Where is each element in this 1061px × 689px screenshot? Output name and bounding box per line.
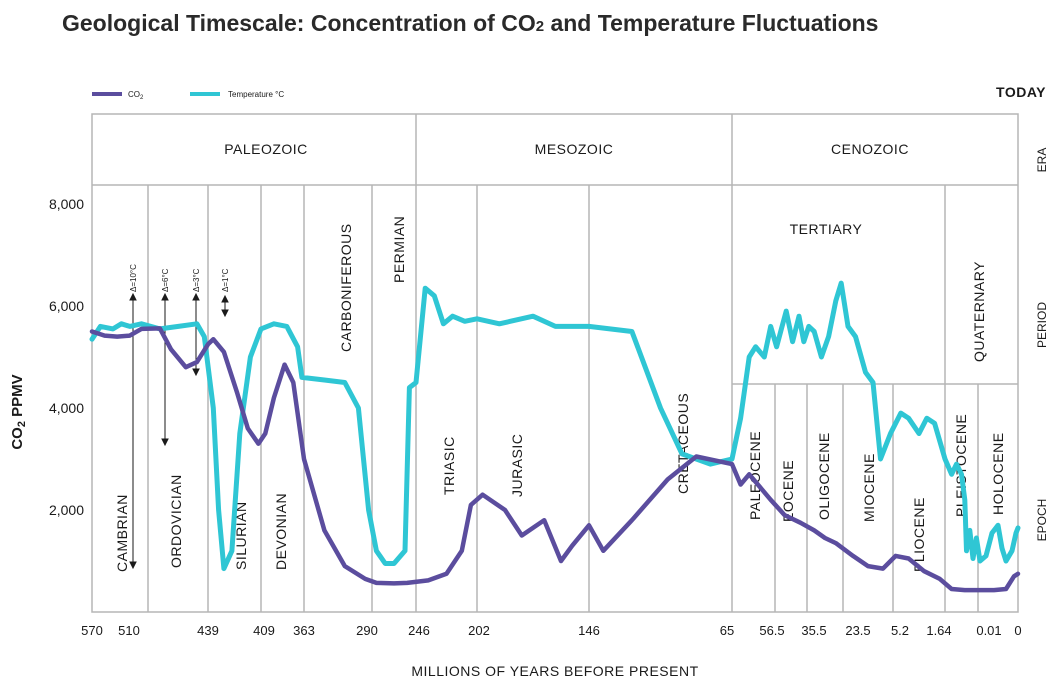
period-label-quaternary: QUATERNARY — [971, 261, 987, 362]
y-tick-label: 4,000 — [49, 400, 84, 416]
period-label-devonian: DEVONIAN — [273, 493, 289, 570]
plot-frame — [91, 113, 1019, 613]
arrow-up-icon — [161, 292, 169, 301]
series-line-co2 — [89, 326, 1021, 593]
period-label-jurasic: JURASIC — [509, 434, 525, 497]
side-label-period: PERIOD — [1035, 302, 1049, 348]
x-tick-label: 65 — [720, 623, 734, 638]
arrow-up-icon — [192, 292, 200, 301]
x-tick-label: 5.2 — [891, 623, 909, 638]
x-tick-label: 202 — [468, 623, 490, 638]
delta-label: Δ=10°C — [129, 264, 138, 292]
x-tick-label: 23.5 — [845, 623, 870, 638]
arrow-down-icon — [129, 561, 137, 570]
period-label-triasic: TRIASIC — [441, 436, 457, 495]
period-label-ordovician: ORDOVICIAN — [168, 474, 184, 568]
arrow-down-icon — [221, 309, 229, 318]
period-label-permian: PERMIAN — [391, 216, 407, 283]
x-tick-label: 570 — [81, 623, 103, 638]
x-tick-label: 56.5 — [759, 623, 784, 638]
epoch-label-oligocene: OLIGOCENE — [816, 432, 832, 520]
delta-label: Δ=1°C — [221, 268, 230, 292]
x-tick-label: 246 — [408, 623, 430, 638]
legend-label-co2: CO2 — [128, 90, 144, 101]
x-tick-label: 0.01 — [976, 623, 1001, 638]
period-label-tertiary: TERTIARY — [790, 221, 863, 237]
side-label-epoch: EPOCH — [1035, 499, 1049, 542]
chart-title: Geological Timescale: Concentration of C… — [62, 10, 878, 36]
legend: CO2 Temperature °C — [92, 90, 284, 101]
today-label: TODAY — [996, 84, 1046, 100]
epoch-label-eocene: EOCENE — [780, 460, 796, 522]
side-label-era: ERA — [1035, 148, 1049, 173]
x-tick-label: 409 — [253, 623, 275, 638]
delta-label: Δ=3°C — [192, 268, 201, 292]
y-axis-title: CO2 PPMV — [9, 374, 28, 449]
x-tick-label: 439 — [197, 623, 219, 638]
y-tick-label: 8,000 — [49, 196, 84, 212]
era-label-mesozoic: MESOZOIC — [535, 141, 614, 157]
period-label-carboniferous: CARBONIFEROUS — [338, 223, 354, 352]
y-tick-label: 6,000 — [49, 298, 84, 314]
x-axis-title: MILLIONS OF YEARS BEFORE PRESENT — [411, 663, 698, 679]
arrow-down-icon — [161, 438, 169, 447]
x-tick-label: 510 — [118, 623, 140, 638]
legend-label-temperature: Temperature °C — [228, 90, 284, 99]
y-ticks: 2,000 4,000 6,000 8,000 — [49, 196, 84, 518]
period-label-silurian: SILURIAN — [233, 501, 249, 570]
epoch-label-paleocene: PALEOCENE — [747, 431, 763, 520]
delta-label: Δ=6°C — [161, 268, 170, 292]
x-tick-label: 290 — [356, 623, 378, 638]
x-tick-label: 1.64 — [926, 623, 951, 638]
series-layer — [89, 280, 1021, 593]
era-label-cenozoic: CENOZOIC — [831, 141, 909, 157]
x-ticks: 570 510 439 409 363 290 246 202 146 65 56.5 35.5 23.… — [81, 623, 1021, 638]
x-tick-label: 363 — [293, 623, 315, 638]
epoch-label-holocene: HOLOCENE — [990, 432, 1006, 515]
epoch-label-pliocene: PLIOCENE — [911, 497, 927, 572]
period-label-cambrian: CAMBRIAN — [114, 494, 130, 572]
arrow-up-icon — [221, 294, 229, 303]
x-tick-label: 0 — [1014, 623, 1021, 638]
epoch-label-miocene: MIOCENE — [861, 453, 877, 522]
x-tick-label: 35.5 — [801, 623, 826, 638]
series-line-temperature — [89, 280, 1021, 572]
arrow-up-icon — [129, 292, 137, 301]
x-tick-label: 146 — [578, 623, 600, 638]
arrow-down-icon — [192, 368, 200, 377]
y-tick-label: 2,000 — [49, 502, 84, 518]
era-label-paleozoic: PALEOZOIC — [224, 141, 308, 157]
